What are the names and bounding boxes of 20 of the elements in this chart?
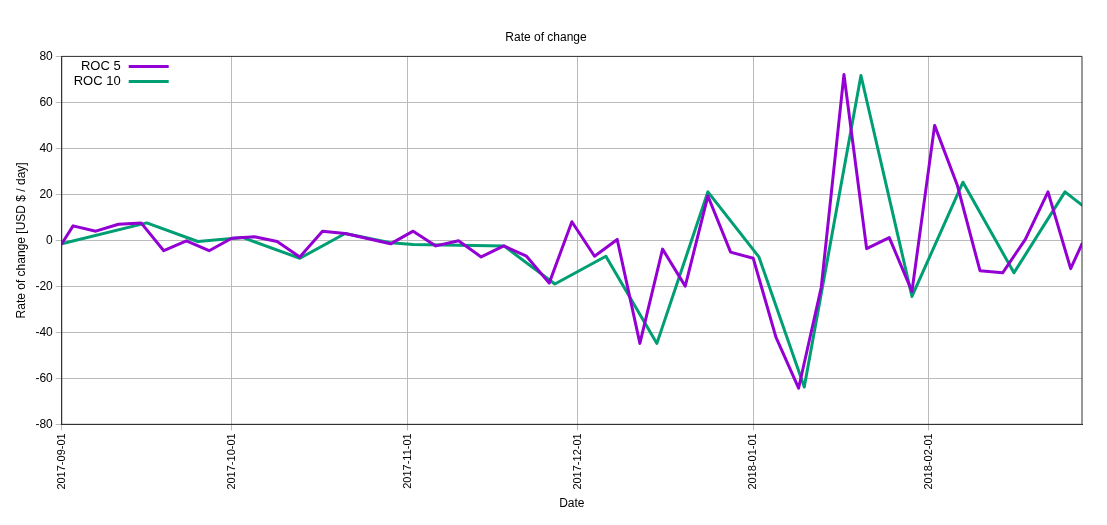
y-axis-title: Rate of change [USD $ / day]: [13, 162, 28, 319]
y-tick-label: -60: [35, 370, 54, 385]
y-tick-label: -80: [35, 416, 54, 431]
x-tick-label: 2018-02-01: [921, 433, 934, 490]
x-tick-label: 2018-01-01: [746, 433, 759, 490]
x-tick-label: 2017-11-01: [400, 433, 413, 489]
legend-label: ROC 5: [80, 57, 121, 73]
y-tick-label: 40: [39, 140, 54, 155]
x-tick-label: 2017-10-01: [224, 433, 237, 490]
legend-label: ROC 10: [73, 72, 121, 88]
y-tick-label: 60: [39, 94, 54, 109]
y-tick-label: 0: [46, 232, 54, 247]
x-tick-label: 2017-09-01: [54, 433, 67, 490]
y-tick-label: -40: [35, 324, 54, 339]
y-tick-label: 20: [39, 186, 54, 201]
y-tick-label: 80: [39, 48, 54, 63]
y-tick-label: -20: [35, 278, 54, 293]
x-axis-title: Date: [559, 496, 585, 511]
chart-title: Rate of change: [505, 29, 588, 44]
x-tick-label: 2017-12-01: [570, 433, 583, 490]
